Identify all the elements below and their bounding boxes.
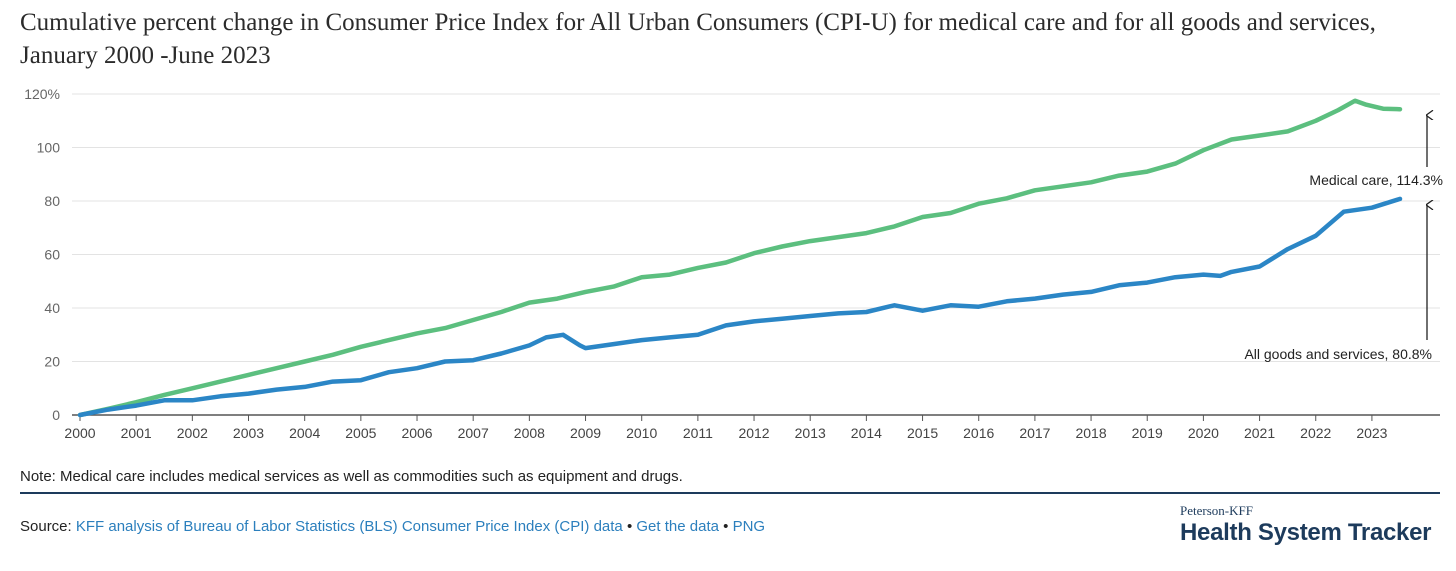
y-tick-label: 100 bbox=[37, 140, 61, 156]
x-axis: 2000 2001 2002 2003 2004 2005 2006 2007 2008 2009… bbox=[64, 414, 1440, 441]
x-tick-label: 2015 bbox=[907, 425, 938, 441]
series-line-all-goods bbox=[77, 196, 1403, 418]
x-tick-label: 2023 bbox=[1356, 425, 1387, 441]
x-tick-label: 2021 bbox=[1244, 425, 1275, 441]
source-line: Source: KFF analysis of Bureau of Labor … bbox=[20, 518, 765, 535]
divider bbox=[20, 492, 1440, 494]
chart-title: Cumulative percent change in Consumer Pr… bbox=[20, 9, 1376, 69]
x-tick-label: 2008 bbox=[514, 425, 545, 441]
y-tick-label: 20 bbox=[44, 354, 60, 370]
png-link[interactable]: PNG bbox=[732, 518, 766, 535]
brand-logo[interactable]: Peterson-KFF Health System Tracker bbox=[1180, 503, 1431, 547]
y-tick-label: 40 bbox=[44, 300, 60, 316]
x-tick-label: 2004 bbox=[289, 425, 320, 441]
source-separator: • bbox=[723, 518, 729, 535]
brand-name: Health System Tracker bbox=[1180, 519, 1432, 546]
get-data-link[interactable]: Get the data bbox=[636, 518, 719, 535]
y-axis-ticks: 0 20 40 60 80 100 120% bbox=[24, 86, 60, 423]
x-tick-label: 2016 bbox=[963, 425, 994, 441]
x-tick-label: 2007 bbox=[458, 425, 489, 441]
x-tick-label: 2011 bbox=[683, 425, 713, 441]
x-tick-label: 2009 bbox=[570, 425, 601, 441]
x-tick-label: 2002 bbox=[177, 425, 208, 441]
y-tick-label: 60 bbox=[44, 247, 60, 263]
brand-subtitle: Peterson-KFF bbox=[1180, 503, 1253, 518]
all-goods-label: All goods and services, 80.8% bbox=[1244, 346, 1432, 362]
x-tick-label: 2018 bbox=[1075, 425, 1106, 441]
source-separator: • bbox=[626, 518, 633, 535]
x-tick-label: 2001 bbox=[121, 425, 152, 441]
x-tick-label: 2022 bbox=[1300, 425, 1331, 441]
y-tick-label: 80 bbox=[44, 193, 60, 209]
y-tick-label: 0 bbox=[52, 407, 60, 423]
x-tick-label: 2014 bbox=[851, 425, 882, 441]
x-tick-label: 2017 bbox=[1019, 425, 1050, 441]
annotations: Medical care, 114.3% All goods and servic… bbox=[1244, 115, 1443, 362]
source-link-bls[interactable]: KFF analysis of Bureau of Labor Statisti… bbox=[75, 518, 623, 535]
x-tick-label: 2005 bbox=[345, 425, 376, 441]
x-tick-label: 2006 bbox=[401, 425, 432, 441]
source-prefix: Source: bbox=[20, 518, 72, 535]
x-tick-label: 2000 bbox=[64, 425, 95, 441]
x-tick-label: 2019 bbox=[1132, 425, 1163, 441]
series-lines bbox=[77, 98, 1403, 418]
y-tick-label: 120% bbox=[24, 86, 60, 102]
series-line-medical-care bbox=[77, 98, 1403, 418]
x-tick-label: 2013 bbox=[795, 425, 826, 441]
x-tick-label: 2012 bbox=[738, 425, 769, 441]
x-tick-label: 2003 bbox=[233, 425, 264, 441]
chart-note: Note: Medical care includes medical serv… bbox=[20, 468, 683, 485]
x-tick-label: 2010 bbox=[626, 425, 657, 441]
x-tick-label: 2020 bbox=[1188, 425, 1219, 441]
medical-care-label: Medical care, 114.3% bbox=[1309, 172, 1443, 188]
